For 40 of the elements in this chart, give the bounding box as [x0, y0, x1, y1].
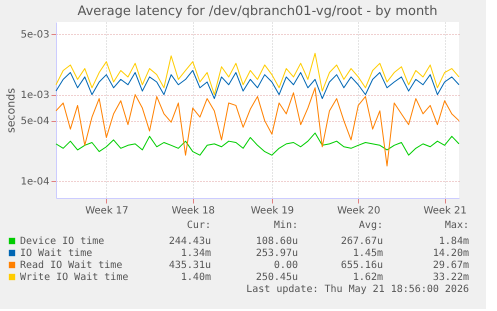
line-series [56, 52, 460, 96]
y-tick-label: 5e-04 [20, 116, 50, 128]
text: 250.45u [256, 272, 298, 283]
text: 108.60u [256, 236, 298, 247]
x-tick-label: Week 19 [250, 206, 294, 216]
text: 1.45m [352, 248, 383, 259]
text: Avg: [358, 220, 383, 231]
x-tick-label: Week 17 [85, 206, 129, 216]
text: 1.34m [180, 248, 211, 259]
text: 29.67m [432, 260, 469, 271]
line-series [56, 70, 460, 100]
x-tick-label: Week 21 [423, 206, 467, 216]
text: 14.20m [432, 248, 469, 259]
line-series [56, 87, 460, 166]
x-tick-label: Week 18 [172, 206, 215, 216]
text: 267.67u [340, 236, 383, 247]
legend-label: IO Wait time [20, 248, 92, 259]
line-series [56, 132, 460, 156]
y-tick-label: 5e-03 [20, 30, 50, 41]
legend-label: Read IO Wait time [20, 260, 122, 271]
text: 253.97u [256, 248, 298, 259]
text: Min: [274, 220, 298, 231]
y-axis-title: seconds [4, 88, 18, 133]
text: 1.84m [438, 236, 469, 247]
text: Max: [444, 220, 469, 231]
text: 33.22m [432, 272, 469, 283]
text: 435.31u [168, 260, 211, 271]
text: Last update: Thu May 21 18:56:00 2026 [246, 284, 469, 295]
text: 1.62m [352, 272, 383, 283]
legend-label: Device IO time [20, 236, 104, 247]
legend-label: Write IO Wait time [20, 272, 128, 283]
y-tick-label: 1e-04 [20, 176, 50, 188]
chart-title: Average latency for /dev/qbranch01-vg/root - by month [77, 4, 438, 19]
text: 1.40m [180, 272, 211, 283]
text: 0.00 [274, 260, 298, 271]
text: 244.43u [168, 236, 211, 247]
y-tick-label: 1e-03 [20, 90, 50, 102]
text: 655.16u [340, 260, 383, 271]
x-tick-label: Week 20 [337, 206, 380, 216]
text: Cur: [186, 220, 211, 231]
